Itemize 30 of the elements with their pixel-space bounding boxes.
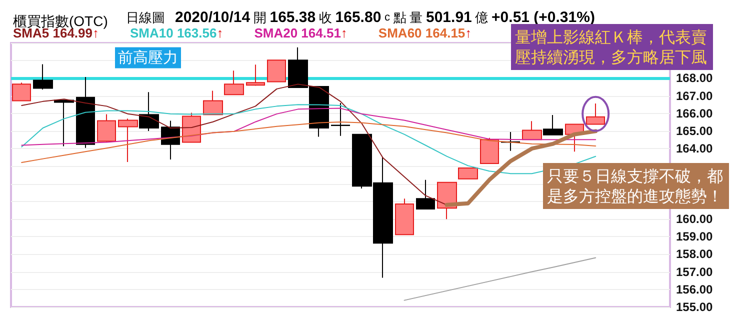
y-tick-label: 167.00 — [676, 88, 714, 103]
y-tick-label: 168.00 — [676, 71, 714, 86]
y-tick-label: 156.00 — [676, 282, 714, 296]
y-tick-label: 165.00 — [676, 124, 714, 138]
y-tick-label: 155.00 — [676, 300, 714, 314]
text: +0.51 (+0.31%) — [492, 9, 595, 26]
y-tick-label: 164.00 — [676, 142, 714, 156]
chart-title: 櫃買指數(OTC) — [13, 13, 108, 29]
text: 開 — [253, 10, 266, 25]
chart-subtitle: 日線圖 — [126, 10, 165, 25]
annotation: 量增上影線紅Ｋ棒，代表賣壓持續湧現，多方略居下風 — [515, 28, 707, 66]
annotation: 只要５日線支撐不破，都是多方控盤的進攻態勢！ — [547, 166, 723, 206]
y-tick-label: 160.00 — [676, 212, 714, 226]
text: 165.80 — [335, 9, 382, 26]
text: 501.91 — [426, 9, 472, 26]
text: 點 — [392, 10, 406, 25]
text: SMA20 164.51↑ — [254, 26, 348, 40]
text: SMA60 164.15↑ — [378, 26, 472, 40]
text: 165.38 — [270, 9, 316, 26]
text: 2020/10/14 — [175, 9, 251, 26]
y-tick-label: 159.00 — [676, 230, 714, 244]
text: 億 — [475, 10, 488, 25]
ref-line-label: 前高壓力 — [118, 48, 178, 67]
y-tick-label: 166.00 — [676, 106, 714, 120]
y-tick-label: 158.00 — [676, 247, 714, 262]
text: SMA10 163.56↑ — [130, 26, 224, 40]
y-tick-label: 157.00 — [676, 264, 714, 279]
text: 收 — [318, 10, 332, 25]
text: c — [384, 12, 391, 24]
text: 量 — [410, 10, 423, 25]
